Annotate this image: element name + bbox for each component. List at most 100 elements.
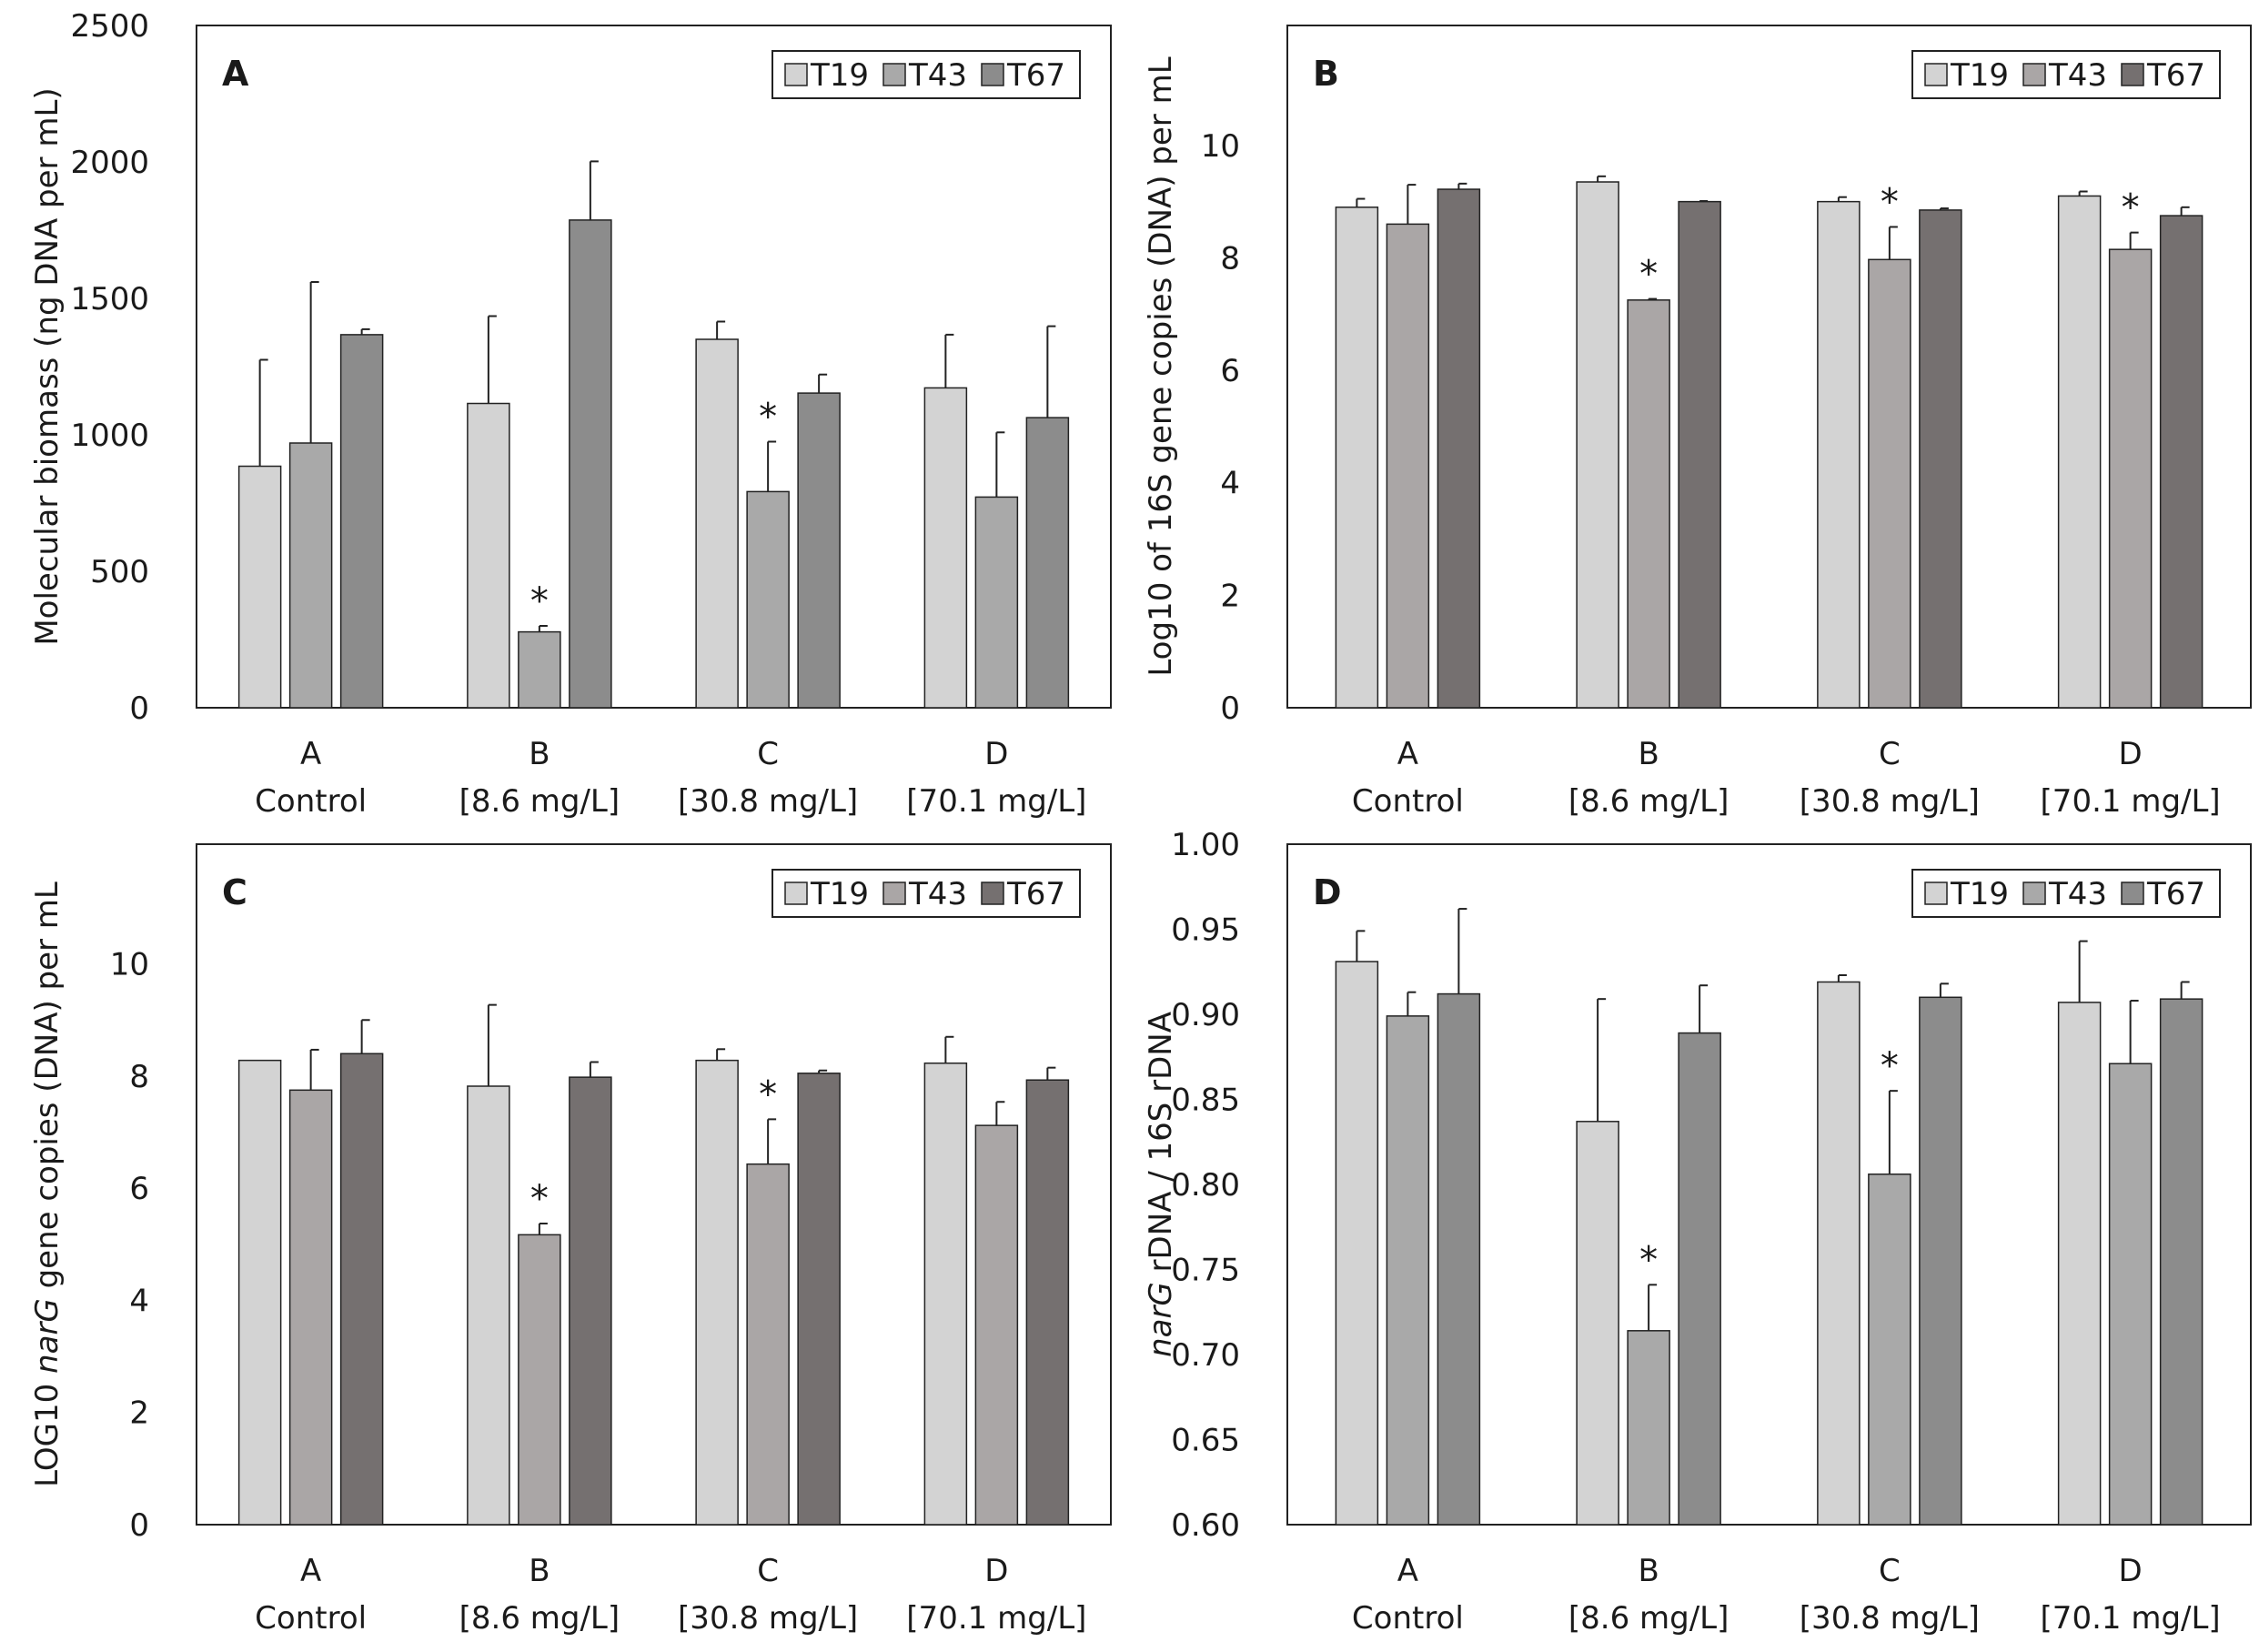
significance-marker: * bbox=[1881, 1045, 1899, 1087]
x-category-sublabel: [70.1 mg/L] bbox=[2041, 783, 2221, 820]
significance-marker: * bbox=[759, 397, 777, 438]
x-category-sublabel: Control bbox=[1352, 783, 1464, 820]
x-category-label: A bbox=[300, 736, 321, 772]
significance-marker: * bbox=[759, 1073, 777, 1115]
y-tick-label: 0 bbox=[129, 690, 149, 727]
bar-a-t43 bbox=[1386, 1015, 1430, 1526]
y-tick-label: 0.70 bbox=[1171, 1337, 1240, 1374]
bar-a-t67 bbox=[339, 1053, 384, 1526]
x-category-sublabel: [70.1 mg/L] bbox=[2041, 1600, 2221, 1637]
x-category-sublabel: [30.8 mg/L] bbox=[1800, 1600, 1980, 1637]
bar-a-t43 bbox=[288, 442, 333, 709]
legend-entry-t43: T43 bbox=[908, 876, 967, 912]
plot-frame bbox=[1286, 843, 2252, 1526]
legend-entry-t43: T43 bbox=[2048, 876, 2107, 912]
bar-a-t43 bbox=[1386, 223, 1430, 709]
bar-a-t67 bbox=[1437, 188, 1481, 709]
y-tick-label: 0 bbox=[129, 1507, 149, 1544]
bar-d-t43 bbox=[2108, 1063, 2153, 1526]
x-category-label: C bbox=[1879, 1553, 1901, 1589]
x-category-label: C bbox=[1879, 736, 1901, 772]
y-tick-label: 0.85 bbox=[1171, 1083, 1240, 1119]
y-axis-label: Molecular biomass (ng DNA per mL) bbox=[29, 87, 66, 645]
legend-entry-t67: T67 bbox=[2146, 876, 2205, 912]
legend-swatch-t67 bbox=[2121, 63, 2144, 86]
bar-c-t43 bbox=[1868, 1174, 1911, 1526]
chart-panel-d: 0.60 0.65 0.70 0.75 0.80 0.85 0.90 0.95 1.00 narG… bbox=[1143, 827, 2252, 1637]
y-tick-label: 8 bbox=[129, 1059, 149, 1095]
y-tick-label: 2500 bbox=[70, 8, 149, 45]
bar-c-t43 bbox=[746, 490, 790, 709]
x-category-sublabel: [30.8 mg/L] bbox=[678, 783, 858, 820]
bar-d-t43 bbox=[974, 1124, 1019, 1526]
bar-d-t19 bbox=[2057, 195, 2102, 709]
bar-d-t67 bbox=[2159, 998, 2204, 1526]
x-category-label: A bbox=[300, 1553, 321, 1589]
x-category-sublabel: [30.8 mg/L] bbox=[1800, 783, 1980, 820]
y-tick-label: 1.00 bbox=[1171, 827, 1240, 863]
y-tick-label: 0.65 bbox=[1171, 1423, 1240, 1459]
x-category-label: C bbox=[757, 736, 779, 772]
bar-d-t19 bbox=[2057, 1002, 2102, 1526]
y-tick-label: 4 bbox=[1220, 466, 1240, 502]
y-tick-label: 0.80 bbox=[1171, 1167, 1240, 1204]
chart-panel-a: 0 500 1000 1500 2000 2500 Molecular biomass (n… bbox=[29, 8, 1112, 820]
x-category-label: B bbox=[1638, 1553, 1659, 1589]
x-category-label: A bbox=[1397, 1553, 1418, 1589]
legend-swatch-t19 bbox=[784, 63, 808, 86]
x-category-label: D bbox=[2119, 1553, 2143, 1589]
plot-frame bbox=[1286, 25, 2252, 709]
bar-c-t67 bbox=[797, 1073, 841, 1526]
panel-label: D bbox=[1313, 872, 1342, 912]
bar-b-t67 bbox=[1678, 1032, 1721, 1526]
bar-b-t43 bbox=[1627, 1330, 1670, 1526]
legend-entry-t67: T67 bbox=[2146, 57, 2205, 94]
legend-swatch-t67 bbox=[2121, 881, 2144, 905]
bar-a-t67 bbox=[339, 334, 384, 709]
bar-d-t67 bbox=[1025, 417, 1070, 709]
x-category-sublabel: [70.1 mg/L] bbox=[906, 1600, 1086, 1637]
legend-swatch-t43 bbox=[882, 63, 906, 86]
bar-b-t67 bbox=[569, 219, 612, 709]
bar-a-t19 bbox=[1335, 961, 1379, 1526]
x-category-sublabel: [70.1 mg/L] bbox=[906, 783, 1086, 820]
x-category-sublabel: [8.6 mg/L] bbox=[459, 1600, 620, 1637]
legend-entry-t67: T67 bbox=[1006, 876, 1065, 912]
y-axis-label: Log10 of 16S gene copies (DNA) per mL bbox=[1143, 56, 1179, 676]
x-category-label: B bbox=[529, 1553, 550, 1589]
bar-b-t19 bbox=[467, 1085, 510, 1526]
y-tick-label: 0.75 bbox=[1171, 1253, 1240, 1289]
panel-label: C bbox=[222, 872, 247, 912]
legend-entry-t43: T43 bbox=[908, 57, 967, 94]
legend-entry-t67: T67 bbox=[1006, 57, 1065, 94]
x-category-label: D bbox=[2119, 736, 2143, 772]
significance-marker: * bbox=[1639, 254, 1658, 296]
y-tick-label: 2 bbox=[1220, 578, 1240, 614]
x-category-sublabel: Control bbox=[255, 1600, 367, 1637]
y-axis-label-rest: gene copies (DNA) per mL bbox=[29, 881, 66, 1298]
legend-swatch-t67 bbox=[981, 63, 1004, 86]
bar-a-t43 bbox=[288, 1089, 333, 1526]
legend-box bbox=[771, 50, 1081, 99]
legend-box bbox=[1911, 50, 2221, 99]
chart-panel-b: 0 2 4 6 8 10 Log10 of 16S gene copies (DNA) pe… bbox=[1143, 25, 2252, 820]
bar-a-t19 bbox=[237, 465, 282, 709]
bar-b-t67 bbox=[1678, 200, 1721, 709]
bar-c-t67 bbox=[797, 392, 841, 709]
y-tick-label: 0.95 bbox=[1171, 912, 1240, 949]
bar-b-t43 bbox=[518, 1234, 561, 1526]
y-tick-label: 0.90 bbox=[1171, 997, 1240, 1033]
bar-d-t43 bbox=[2108, 248, 2153, 709]
x-category-sublabel: Control bbox=[1352, 1600, 1464, 1637]
bar-b-t19 bbox=[467, 402, 510, 709]
bar-c-t67 bbox=[1919, 209, 1962, 709]
x-category-sublabel: Control bbox=[255, 783, 367, 820]
legend-swatch-t19 bbox=[1924, 881, 1948, 905]
y-tick-label: 6 bbox=[129, 1171, 149, 1207]
legend-swatch-t19 bbox=[1924, 63, 1948, 86]
bar-c-t43 bbox=[1868, 258, 1911, 709]
x-category-label: C bbox=[757, 1553, 779, 1589]
x-category-sublabel: [30.8 mg/L] bbox=[678, 1600, 858, 1637]
legend-swatch-t43 bbox=[2022, 881, 2046, 905]
bar-b-t43 bbox=[1627, 299, 1670, 709]
